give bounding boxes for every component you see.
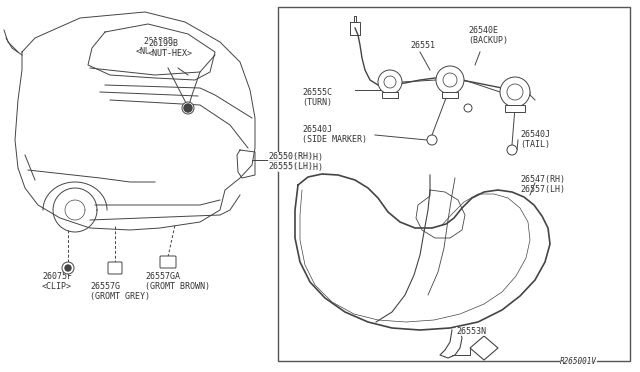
Text: 26555C
(TURN): 26555C (TURN) — [302, 88, 332, 108]
Text: 26550(RH)
26555(LH): 26550(RH) 26555(LH) — [268, 152, 313, 171]
Circle shape — [184, 105, 191, 112]
Text: 26550(RH)
26555(LH): 26550(RH) 26555(LH) — [278, 153, 323, 172]
Circle shape — [507, 145, 517, 155]
Text: 26540J
(SIDE MARKER): 26540J (SIDE MARKER) — [302, 125, 367, 144]
Circle shape — [427, 135, 437, 145]
Circle shape — [378, 70, 402, 94]
Bar — [382, 92, 398, 98]
Circle shape — [62, 262, 74, 274]
Circle shape — [184, 104, 192, 112]
Circle shape — [182, 102, 194, 114]
Text: 26199B
<NUT-HEX>: 26199B <NUT-HEX> — [148, 39, 193, 58]
Text: 26557GA
(GROMT BROWN): 26557GA (GROMT BROWN) — [145, 272, 210, 291]
Bar — [442, 92, 458, 98]
Circle shape — [443, 73, 457, 87]
FancyBboxPatch shape — [160, 256, 176, 268]
Circle shape — [384, 76, 396, 88]
FancyBboxPatch shape — [108, 262, 122, 274]
Text: 26553N: 26553N — [456, 327, 486, 336]
Circle shape — [464, 104, 472, 112]
Text: 26551: 26551 — [410, 41, 435, 50]
Circle shape — [500, 77, 530, 107]
Bar — [278, 7, 630, 361]
Circle shape — [507, 84, 523, 100]
Text: 26557G
(GROMT GREY): 26557G (GROMT GREY) — [90, 282, 150, 301]
Text: 26199B
<NUT-HEX>: 26199B <NUT-HEX> — [136, 36, 180, 56]
Text: R265001V: R265001V — [560, 357, 597, 366]
Text: 26547(RH)
26557(LH): 26547(RH) 26557(LH) — [520, 175, 565, 195]
Circle shape — [436, 66, 464, 94]
Text: 26540E
(BACKUP): 26540E (BACKUP) — [468, 26, 508, 45]
Text: 26540J
(TAIL): 26540J (TAIL) — [520, 130, 550, 150]
Bar — [505, 105, 525, 112]
Text: 26075F
<CLIP>: 26075F <CLIP> — [42, 272, 72, 291]
Circle shape — [65, 265, 71, 271]
